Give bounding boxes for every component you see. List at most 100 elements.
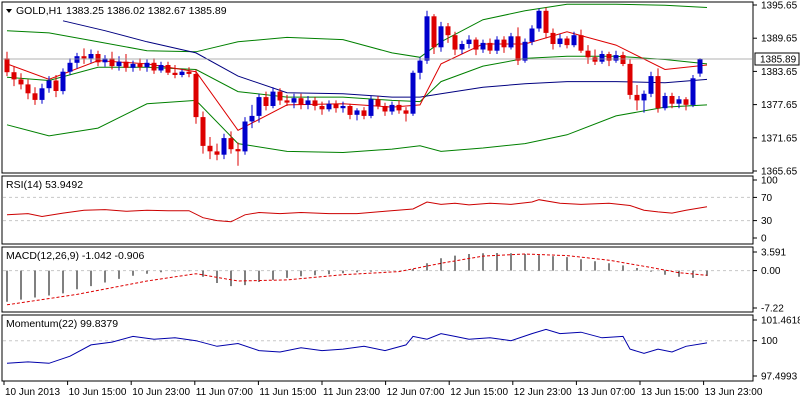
last-price-label: 1385.89 — [760, 55, 797, 66]
candle-body — [501, 39, 507, 48]
candle — [368, 96, 374, 119]
candle — [151, 58, 157, 74]
candle-body — [438, 26, 444, 48]
candle-body — [634, 94, 640, 101]
candle — [340, 101, 346, 113]
candle — [32, 87, 38, 105]
candle — [207, 137, 213, 160]
candle-body — [508, 36, 514, 48]
candle-body — [410, 72, 416, 114]
candle-body — [655, 76, 661, 109]
candle — [228, 131, 234, 154]
candle-body — [81, 56, 87, 59]
candle-body — [32, 93, 38, 100]
x-tick-label: 12 Jun 07:00 — [387, 387, 445, 398]
candle — [361, 107, 367, 120]
candle-body — [564, 38, 570, 46]
candle — [662, 92, 668, 111]
candle-body — [396, 104, 402, 111]
candle — [557, 34, 563, 48]
candle-body — [165, 65, 171, 73]
candle-body — [494, 39, 500, 51]
rsi-tick-label: 0 — [761, 234, 767, 245]
candle-body — [522, 41, 528, 61]
candle — [697, 58, 703, 77]
x-tick-label: 11 Jun 07:00 — [196, 387, 254, 398]
x-tick-label: 12 Jun 15:00 — [450, 387, 508, 398]
candle-body — [249, 115, 255, 122]
candle-body — [102, 58, 108, 63]
candle-body — [459, 44, 465, 50]
candle — [39, 83, 45, 104]
candle-body — [578, 35, 584, 51]
ohlc-label: 1383.25 1386.02 1382.67 1385.89 — [66, 5, 227, 17]
candle-body — [424, 16, 430, 61]
candles — [4, 7, 703, 166]
candle-body — [298, 98, 304, 105]
candle-body — [326, 103, 332, 110]
price-panel-title: GOLD,H1 1383.25 1386.02 1382.67 1385.89 — [6, 5, 227, 17]
candle — [641, 90, 647, 113]
candle-body — [291, 98, 297, 103]
rsi-panel-frame — [1, 175, 754, 245]
candle-body — [550, 32, 556, 44]
x-axis: 10 Jun 2013 10 Jun 15:00 10 Jun 23:00 11 Ju… — [3, 381, 763, 398]
candle — [235, 142, 241, 166]
candle-body — [347, 106, 353, 115]
candle-body — [158, 65, 164, 71]
candle-body — [641, 93, 647, 101]
candle-body — [39, 88, 45, 100]
candle — [165, 61, 171, 75]
chevron-down-icon[interactable] — [6, 9, 12, 13]
x-tick-label: 13 Jun 15:00 — [641, 387, 699, 398]
candle — [424, 10, 430, 64]
candle-body — [172, 72, 178, 75]
candle-body — [284, 100, 290, 103]
price-tick-label: 1383.65 — [761, 67, 798, 78]
candle-body — [228, 138, 234, 150]
candle — [417, 57, 423, 80]
macd-title: MACD(12,26,9) -1.042 -0.906 — [6, 250, 144, 262]
macd-signal-line — [6, 253, 708, 306]
candle — [193, 69, 199, 124]
price-tick-label: 1389.65 — [761, 34, 798, 45]
candle-body — [137, 63, 143, 68]
last-price-badge: 1385.89 — [754, 52, 800, 66]
last-price-box — [754, 52, 800, 66]
candle-body — [193, 73, 199, 118]
candle-body — [466, 39, 472, 44]
candle — [25, 79, 31, 100]
candle-body — [382, 106, 388, 112]
candle-body — [200, 117, 206, 146]
candle-body — [242, 121, 248, 152]
rsi-title: RSI(14) 53.9492 — [6, 179, 83, 191]
candle-body — [648, 76, 654, 94]
candle-body — [571, 35, 577, 46]
candle-body — [403, 110, 409, 114]
candle-body — [480, 42, 486, 50]
candle-body — [95, 54, 101, 63]
candle — [347, 103, 353, 120]
candle — [270, 87, 276, 109]
candle — [81, 48, 87, 64]
candle — [4, 51, 10, 77]
candle-body — [620, 55, 626, 64]
x-tick-label: 12 Jun 23:00 — [514, 387, 572, 398]
candle-body — [375, 99, 381, 106]
candle — [158, 61, 164, 73]
momentum-plot — [3, 328, 752, 364]
candle-body — [18, 79, 24, 85]
candle — [375, 96, 381, 110]
candle-body — [676, 99, 682, 104]
candle — [214, 143, 220, 161]
candle — [179, 69, 185, 78]
momentum-panel-frame — [1, 314, 754, 382]
candle — [599, 50, 605, 64]
candle — [284, 94, 290, 106]
x-tick-label: 10 Jun 23:00 — [132, 387, 190, 398]
candle — [333, 100, 339, 113]
candle-body — [536, 10, 542, 29]
candle-body — [130, 63, 136, 68]
candle-body — [277, 91, 283, 101]
symbol-label: GOLD,H1 — [16, 5, 62, 17]
